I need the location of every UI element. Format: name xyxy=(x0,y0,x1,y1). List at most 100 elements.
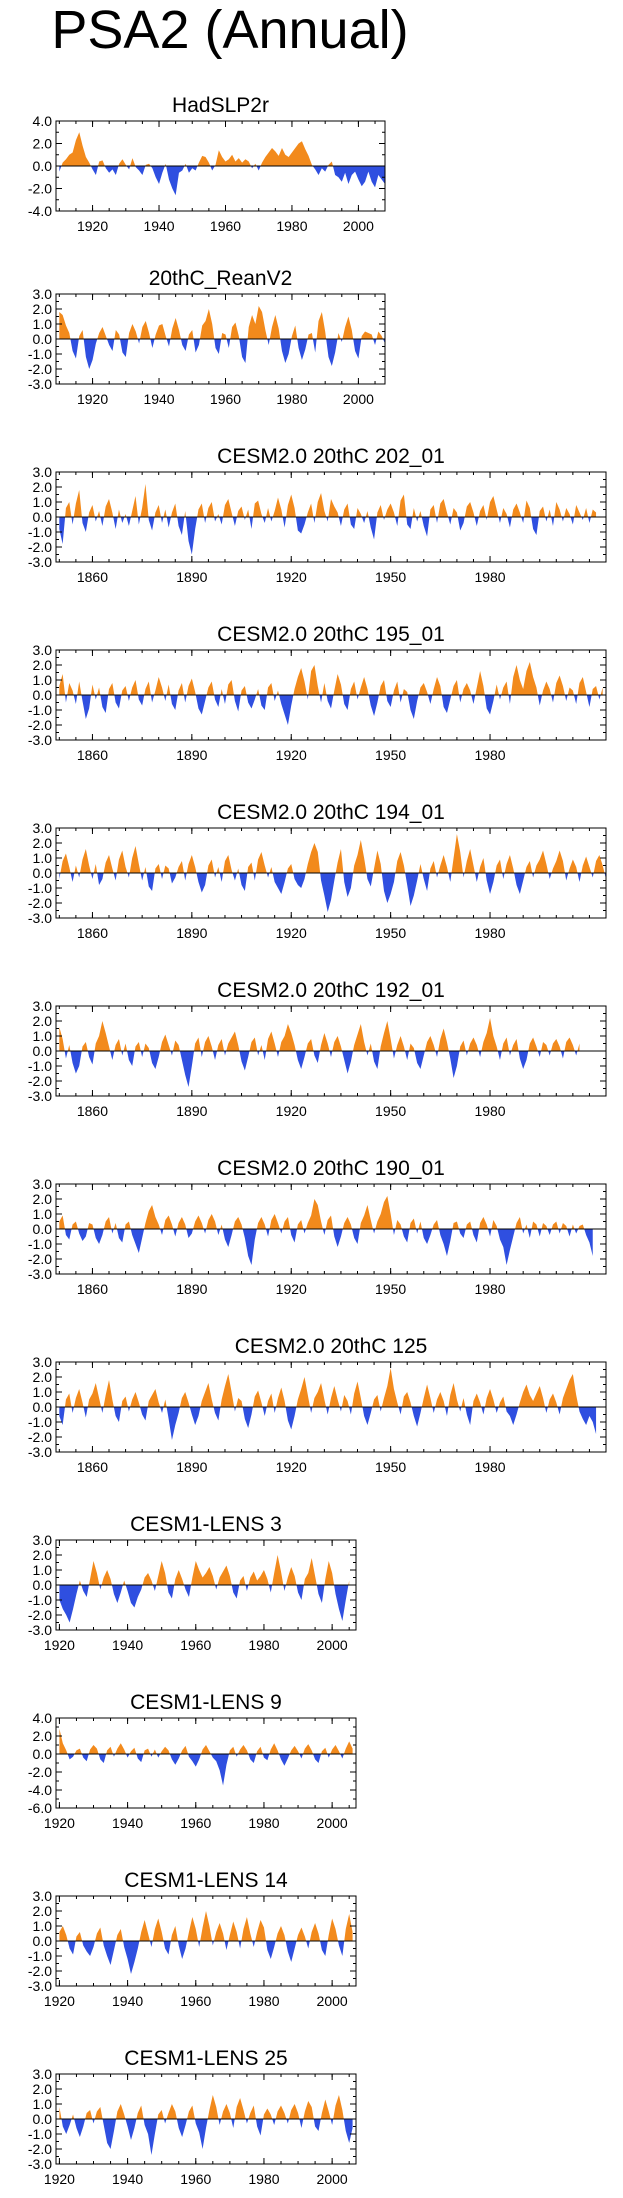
y-tick-label: 0.0 xyxy=(33,1399,53,1415)
positive-area xyxy=(59,484,597,517)
chart-title: CESM2.0 20thC 125 xyxy=(235,1335,428,1358)
x-tick-label: 1860 xyxy=(77,747,108,763)
y-tick-label: 0.0 xyxy=(33,2111,53,2127)
y-tick-label: -1.0 xyxy=(28,702,52,718)
y-tick-label: -2.0 xyxy=(28,1607,52,1623)
y-tick-label: -2.0 xyxy=(28,1251,52,1267)
x-tick-label: 1890 xyxy=(176,1281,207,1297)
x-tick-label: 1920 xyxy=(276,1103,307,1119)
chart-panel-7: CESM2.0 20thC 190_01 3.02.01.00.0-1.0-2.0… xyxy=(28,1157,607,1297)
x-tick-label: 1860 xyxy=(77,1281,108,1297)
y-tick-label: 0.0 xyxy=(33,331,53,347)
y-tick-label: 3.0 xyxy=(33,1354,53,1370)
y-tick-label: 0.0 xyxy=(33,158,53,174)
negative-area xyxy=(59,1229,593,1265)
y-tick-label: 0.0 xyxy=(33,687,53,703)
chart-title: CESM2.0 20thC 190_01 xyxy=(217,1157,445,1180)
y-tick-label: -3.0 xyxy=(28,1978,52,1994)
chart-title: CESM2.0 20thC 194_01 xyxy=(217,801,445,824)
negative-area xyxy=(59,1585,350,1623)
x-tick-label: 1860 xyxy=(77,1459,108,1475)
y-tick-label: 3.0 xyxy=(33,1888,53,1904)
chart-title: CESM2.0 20thC 202_01 xyxy=(217,445,445,468)
x-tick-label: 1980 xyxy=(474,1103,505,1119)
y-tick-label: -2.0 xyxy=(28,1764,52,1780)
negative-area xyxy=(59,695,603,725)
chart-title: CESM1-LENS 25 xyxy=(124,2047,287,2070)
x-tick-label: 2000 xyxy=(343,218,374,234)
y-tick-label: -1.0 xyxy=(28,1414,52,1430)
chart-panel-5: CESM2.0 20thC 194_01 3.02.01.00.0-1.0-2.0… xyxy=(28,801,607,941)
x-tick-label: 1920 xyxy=(44,1637,75,1653)
positive-area xyxy=(59,1196,593,1229)
y-tick-label: -2.0 xyxy=(28,181,52,197)
y-tick-label: 0.0 xyxy=(33,1221,53,1237)
negative-area xyxy=(59,339,385,369)
negative-area xyxy=(59,2119,353,2155)
negative-area xyxy=(59,1941,353,1974)
chart-title: 20thC_ReanV2 xyxy=(149,267,293,290)
y-tick-label: 0.0 xyxy=(33,509,53,525)
y-tick-label: 1.0 xyxy=(33,316,53,332)
y-tick-label: 1.0 xyxy=(33,672,53,688)
chart-panel-12: CESM1-LENS 25 3.02.01.00.0-1.0-2.0-3.0192… xyxy=(28,2047,357,2187)
y-tick-label: -1.0 xyxy=(28,1236,52,1252)
y-tick-label: -1.0 xyxy=(28,1948,52,1964)
y-tick-label: 3.0 xyxy=(33,998,53,1014)
x-tick-label: 1890 xyxy=(176,1459,207,1475)
x-tick-label: 1960 xyxy=(210,391,241,407)
x-tick-label: 1960 xyxy=(180,1815,211,1831)
x-tick-label: 1980 xyxy=(474,1281,505,1297)
x-tick-label: 1920 xyxy=(44,1993,75,2009)
y-tick-label: -3.0 xyxy=(28,732,52,748)
positive-area xyxy=(59,132,385,166)
x-tick-label: 1940 xyxy=(112,1637,143,1653)
x-tick-label: 1950 xyxy=(375,569,406,585)
y-tick-label: 1.0 xyxy=(33,2096,53,2112)
y-tick-label: 2.0 xyxy=(33,1191,53,1207)
x-tick-label: 2000 xyxy=(317,2171,348,2187)
y-tick-label: -3.0 xyxy=(28,1266,52,1282)
y-tick-label: -2.0 xyxy=(28,1073,52,1089)
x-tick-label: 2000 xyxy=(343,391,374,407)
y-tick-label: 2.0 xyxy=(33,1728,53,1744)
y-tick-label: 3.0 xyxy=(33,1176,53,1192)
positive-area xyxy=(59,1911,353,1941)
y-tick-label: -6.0 xyxy=(28,1800,52,1816)
x-tick-label: 1960 xyxy=(180,1993,211,2009)
chart-panel-6: CESM2.0 20thC 192_01 3.02.01.00.0-1.0-2.0… xyxy=(28,979,607,1119)
positive-area xyxy=(59,2095,353,2119)
x-tick-label: 1920 xyxy=(276,1459,307,1475)
y-tick-label: -3.0 xyxy=(28,1444,52,1460)
chart-panel-9: CESM1-LENS 3 3.02.01.00.0-1.0-2.0-3.01920… xyxy=(28,1513,357,1653)
x-tick-label: 1980 xyxy=(248,1993,279,2009)
x-tick-label: 1980 xyxy=(248,1637,279,1653)
y-tick-label: 3.0 xyxy=(33,2066,53,2082)
y-tick-label: 3.0 xyxy=(33,286,53,302)
x-tick-label: 1980 xyxy=(474,1459,505,1475)
y-tick-label: -1.0 xyxy=(28,346,52,362)
x-tick-label: 1890 xyxy=(176,925,207,941)
x-tick-label: 1890 xyxy=(176,1103,207,1119)
y-tick-label: 0.0 xyxy=(33,1577,53,1593)
x-tick-label: 1920 xyxy=(77,218,108,234)
x-tick-label: 2000 xyxy=(317,1815,348,1831)
x-tick-label: 1950 xyxy=(375,747,406,763)
y-tick-label: 0.0 xyxy=(33,1043,53,1059)
chart-title: CESM1-LENS 14 xyxy=(124,1869,288,1892)
x-tick-label: 1940 xyxy=(143,391,174,407)
y-tick-label: 0.0 xyxy=(33,1933,53,1949)
x-tick-label: 1980 xyxy=(248,1815,279,1831)
y-tick-label: -1.0 xyxy=(28,880,52,896)
y-tick-label: 2.0 xyxy=(33,657,53,673)
x-tick-label: 1920 xyxy=(276,747,307,763)
y-tick-label: 3.0 xyxy=(33,642,53,658)
positive-area xyxy=(59,1368,597,1407)
chart-panel-4: CESM2.0 20thC 195_01 3.02.01.00.0-1.0-2.0… xyxy=(28,623,607,763)
y-tick-label: -4.0 xyxy=(28,203,52,219)
y-tick-label: -2.0 xyxy=(28,361,52,377)
negative-area xyxy=(59,1051,580,1087)
x-tick-label: 1860 xyxy=(77,1103,108,1119)
